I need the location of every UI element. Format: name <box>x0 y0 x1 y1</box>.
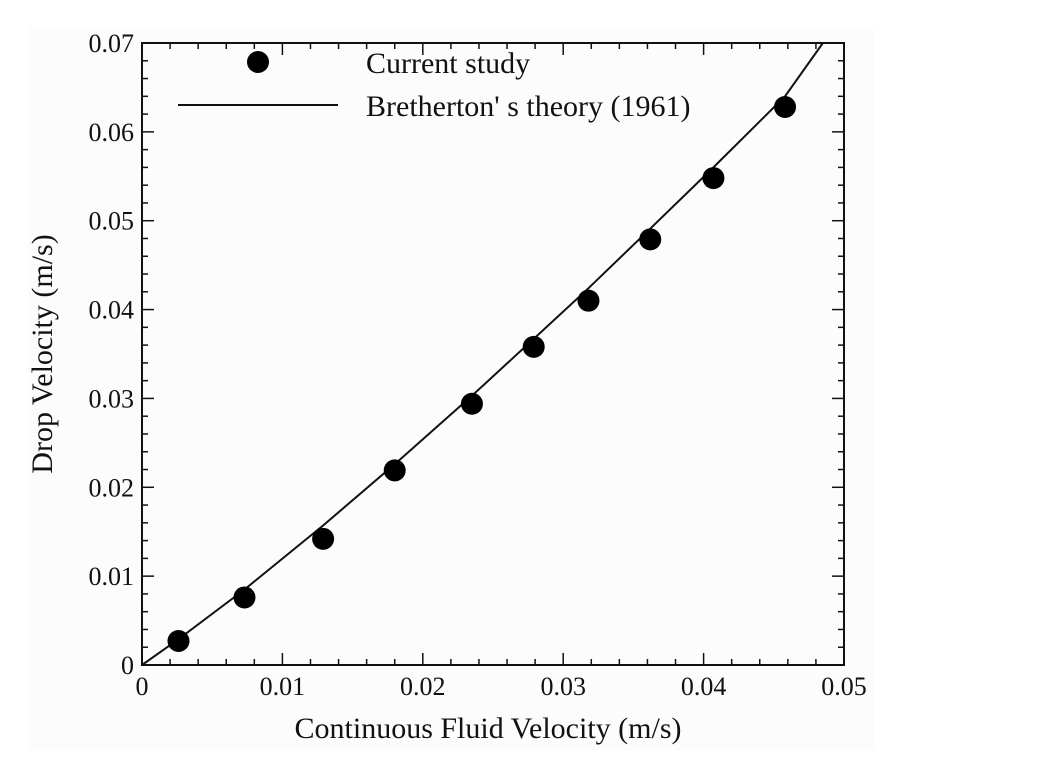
x-tick-label: 0.01 <box>260 672 306 701</box>
x-tick-label: 0.03 <box>540 672 586 701</box>
x-tick-labels: 0 0.01 0.02 0.03 0.04 0.05 <box>136 672 867 701</box>
y-tick-label: 0.07 <box>89 29 135 58</box>
y-tick-label: 0.01 <box>89 562 135 591</box>
y-tick-label: 0.05 <box>89 207 135 236</box>
y-tick-labels: 0 0.01 0.02 0.03 0.04 0.05 0.06 0.07 <box>89 29 135 680</box>
data-point <box>639 228 662 251</box>
x-tick-label: 0.04 <box>681 672 727 701</box>
y-tick-label: 0.02 <box>89 473 135 502</box>
data-point <box>167 630 190 653</box>
data-point <box>774 95 797 118</box>
data-point <box>577 289 600 312</box>
chart-figure: 0 0.01 0.02 0.03 0.04 0.05 0 0.01 0.02 0.03 0.04 0… <box>28 28 874 750</box>
plot-frame <box>141 42 845 666</box>
legend-label-current-study: Current study <box>366 47 530 80</box>
data-point <box>522 335 545 358</box>
y-tick-label: 0 <box>121 651 134 680</box>
x-tick-label: 0.02 <box>400 672 446 701</box>
legend: Current study Bretherton' s theory (1961… <box>178 47 691 123</box>
y-tick-label: 0.04 <box>89 296 135 325</box>
x-tick-label: 0 <box>136 672 149 701</box>
legend-label-bretherton: Bretherton' s theory (1961) <box>366 90 691 123</box>
scatter-chart: 0 0.01 0.02 0.03 0.04 0.05 00.010.020.030.040… <box>28 29 867 745</box>
data-point <box>233 586 256 609</box>
x-tick-label: 0.05 <box>821 672 867 701</box>
data-point <box>460 392 483 415</box>
series-line-bretherton <box>141 42 824 666</box>
y-axis-title: Drop Velocity (m/s) <box>28 234 59 473</box>
y-tick-label: 0.03 <box>89 384 135 413</box>
axis-ticks <box>141 42 845 666</box>
data-point <box>312 527 335 550</box>
y-tick-label: 0.06 <box>89 118 135 147</box>
data-point <box>383 459 406 482</box>
legend-marker-current-study <box>247 51 269 73</box>
x-axis-title: Continuous Fluid Velocity (m/s) <box>295 712 682 745</box>
data-point <box>702 167 725 190</box>
series-points-current-study <box>167 95 797 653</box>
